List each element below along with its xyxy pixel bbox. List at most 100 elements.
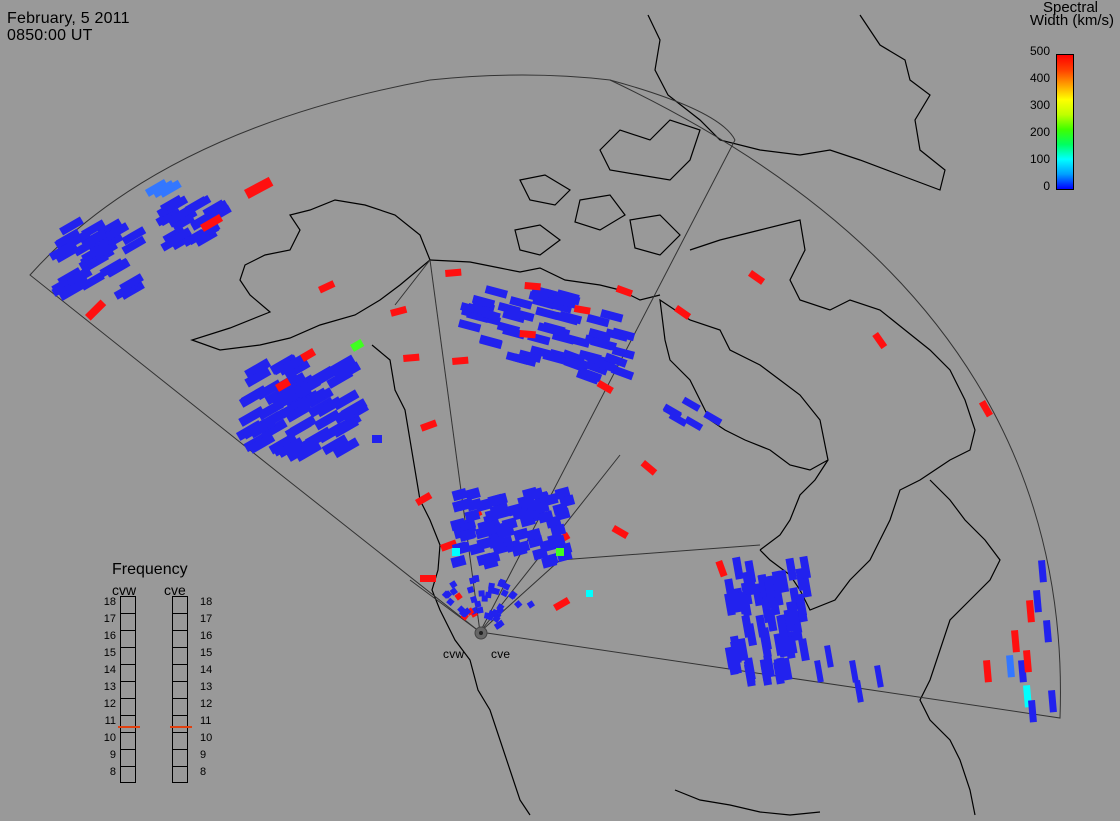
radar-cell xyxy=(275,378,292,392)
frequency-cell xyxy=(173,681,187,682)
radar-cell xyxy=(983,660,992,683)
fov-boundary-5 xyxy=(409,579,481,633)
colorbar xyxy=(1056,54,1074,190)
site-label-cvw: cvw xyxy=(443,647,465,661)
radar-cell xyxy=(283,358,311,380)
radar-cell xyxy=(372,435,382,443)
coast-gulf xyxy=(674,789,821,816)
radar-cell xyxy=(554,507,571,521)
radar-cell xyxy=(481,595,488,602)
frequency-cell xyxy=(121,698,135,699)
frequency-tick-left: 15 xyxy=(103,647,116,659)
frequency-title: Frequency xyxy=(112,561,188,578)
radar-cell xyxy=(238,387,266,408)
radar-cell xyxy=(159,194,183,213)
radar-cell xyxy=(771,570,784,594)
site-label-cve: cve xyxy=(491,647,511,661)
radar-cell xyxy=(471,294,496,309)
radar-cell xyxy=(824,645,834,668)
radar-cell xyxy=(760,627,772,651)
radar-cell xyxy=(799,555,812,579)
frequency-tick-right: 12 xyxy=(200,698,213,710)
radar-cell xyxy=(732,556,744,580)
frequency-marker xyxy=(170,725,192,728)
radar-cell xyxy=(542,553,559,567)
radar-cell xyxy=(449,587,458,596)
frequency-tick-right: 13 xyxy=(200,681,213,693)
radar-cell xyxy=(747,269,766,285)
radar-cell xyxy=(194,228,218,247)
frequency-label-cvw: cvw xyxy=(112,582,137,598)
radar-cell xyxy=(1048,690,1057,713)
radar-cell xyxy=(1033,590,1042,613)
frequency-tick-right: 10 xyxy=(200,732,213,744)
radar-cell xyxy=(684,415,704,432)
radar-cell xyxy=(277,437,305,458)
frequency-tick-left: 14 xyxy=(103,664,116,676)
radar-cell xyxy=(260,418,288,440)
radar-cell xyxy=(162,225,186,244)
frequency-cell xyxy=(173,613,187,614)
radar-cell xyxy=(244,176,274,199)
radar-cell xyxy=(168,205,192,224)
radar-cell xyxy=(82,229,108,249)
radar-cell xyxy=(57,267,83,287)
frequency-cell xyxy=(173,715,187,716)
radar-cell xyxy=(467,302,491,317)
radar-cell xyxy=(315,396,343,418)
radar-cell xyxy=(586,590,593,597)
radar-cell xyxy=(462,607,472,616)
radar-cell xyxy=(487,493,504,507)
fov-boundary-2 xyxy=(429,259,481,633)
radar-cell xyxy=(505,351,530,365)
radar-cell xyxy=(519,496,536,510)
radar-cell xyxy=(496,603,505,612)
frequency-cell xyxy=(121,732,135,733)
radar-cell xyxy=(584,360,609,376)
radar-cell xyxy=(244,366,272,388)
coast-hudson-bay xyxy=(659,298,829,471)
frequency-tick-right: 16 xyxy=(200,630,213,642)
radar-cell xyxy=(814,660,824,683)
frequency-tick-right: 14 xyxy=(200,664,213,676)
radar-cell xyxy=(507,591,517,600)
radar-cell xyxy=(556,289,580,303)
radar-cell xyxy=(703,410,723,426)
radar-cell xyxy=(477,520,494,534)
radar-cell xyxy=(586,313,610,328)
radar-cell xyxy=(121,235,147,255)
radar-cell xyxy=(496,321,521,335)
radar-cell xyxy=(763,654,775,678)
radar-cell xyxy=(489,503,506,518)
radar-cell xyxy=(483,612,491,620)
radar-cell xyxy=(537,322,561,336)
radar-cell xyxy=(513,600,523,609)
radar-cell xyxy=(600,309,624,323)
radar-cell xyxy=(289,415,317,437)
radar-cell xyxy=(449,580,458,589)
radar-cell xyxy=(541,538,558,552)
radar-cell xyxy=(765,608,778,632)
radar-cell xyxy=(492,614,501,624)
radar-cell xyxy=(737,591,750,615)
radar-cell xyxy=(524,282,541,291)
radar-cell xyxy=(403,353,420,362)
colorbar-title-1: Spectral xyxy=(1042,0,1098,16)
radar-cell xyxy=(248,432,276,454)
radar-cell xyxy=(511,543,528,557)
radar-cell xyxy=(594,357,618,373)
radar-cell xyxy=(474,600,482,608)
radar-cell xyxy=(121,226,147,246)
frequency-cell xyxy=(121,766,135,767)
radar-cell xyxy=(333,403,361,424)
radar-cell xyxy=(593,337,617,351)
frequency-tick-right: 18 xyxy=(200,596,213,608)
radar-cell xyxy=(84,299,107,321)
radar-cell xyxy=(519,330,536,339)
frequency-tick-left: 8 xyxy=(109,766,116,778)
radar-cell xyxy=(268,433,296,455)
radar-cell xyxy=(277,354,305,376)
frequency-cell xyxy=(173,698,187,699)
